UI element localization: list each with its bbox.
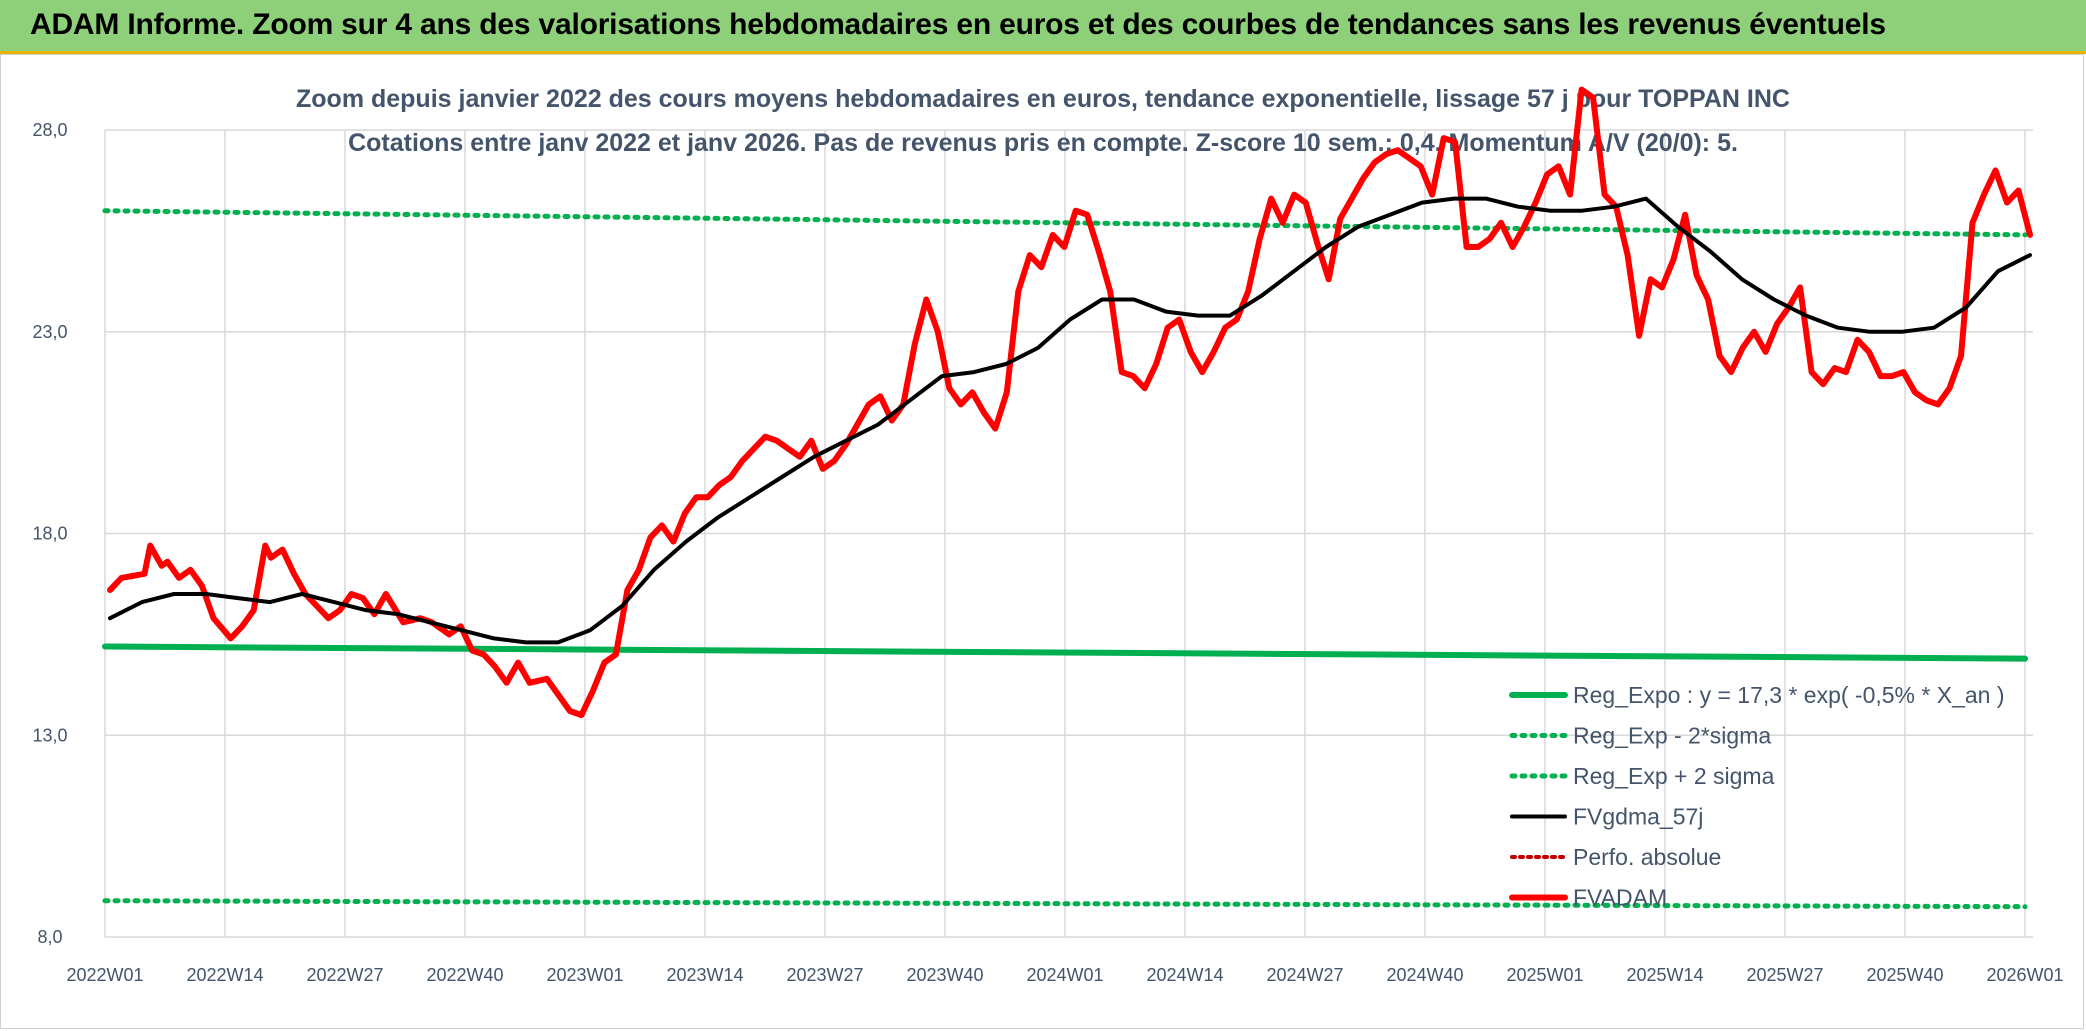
y-tick-label: 8,0 [37,927,62,947]
y-axis-ticks: 8,0 13,0 18,0 23,0 28,0 [32,120,67,947]
chart-title: Zoom depuis janvier 2022 des cours moyen… [296,85,1790,113]
chart-series [102,86,2033,910]
x-tick-label: 2022W14 [186,965,263,985]
x-tick-label: 2023W14 [666,965,743,985]
x-tick-label: 2024W27 [1266,965,1343,985]
report-title: ADAM Informe. Zoom sur 4 ans des valoris… [30,8,1886,41]
y-tick-label: 18,0 [32,524,67,544]
x-tick-label: 2022W40 [426,965,503,985]
series-reg-minus-2sigma [102,898,2028,910]
x-tick-label: 2025W40 [1866,965,1943,985]
series-reg-expo [102,643,2028,662]
x-tick-label: 2022W01 [66,965,143,985]
legend-label: Reg_Expo : y = 17,3 * exp( -0,5% * X_an … [1573,682,2005,708]
x-tick-label: 2025W14 [1626,965,1703,985]
legend-label: FVgdma_57j [1573,804,1703,830]
legend-label: Reg_Exp - 2*sigma [1573,723,1771,749]
y-tick-label: 13,0 [32,725,67,745]
x-tick-label: 2026W01 [1986,965,2063,985]
series-fvadam [107,86,2033,719]
x-tick-label: 2023W27 [786,965,863,985]
x-tick-label: 2022W27 [306,965,383,985]
series-fvgdma [108,196,2032,645]
legend-label: FVADAM [1573,885,1667,911]
chart-grid [104,129,2033,938]
x-tick-label: 2025W01 [1506,965,1583,985]
report-banner: ADAM Informe. Zoom sur 4 ans des valoris… [0,0,2086,54]
x-tick-label: 2025W27 [1746,965,1823,985]
y-tick-label: 28,0 [32,120,67,140]
legend-label: Reg_Exp + 2 sigma [1573,763,1775,789]
legend-label: Perfo. absolue [1573,844,1721,870]
x-tick-label: 2024W01 [1026,965,1103,985]
chart-legend: Reg_Expo : y = 17,3 * exp( -0,5% * X_an … [1509,682,2005,911]
series-reg-plus-2sigma [102,208,2028,238]
x-tick-label: 2023W40 [906,965,983,985]
x-tick-label: 2024W14 [1146,965,1223,985]
chart-subtitle: Cotations entre janv 2022 et janv 2026. … [348,129,1738,157]
x-tick-label: 2024W40 [1386,965,1463,985]
chart-frame [0,54,2084,1029]
x-tick-label: 2023W01 [546,965,623,985]
x-axis-ticks: 2022W01 2022W14 2022W27 2022W40 2023W01 2023W… [66,965,2063,985]
y-tick-label: 23,0 [32,322,67,342]
